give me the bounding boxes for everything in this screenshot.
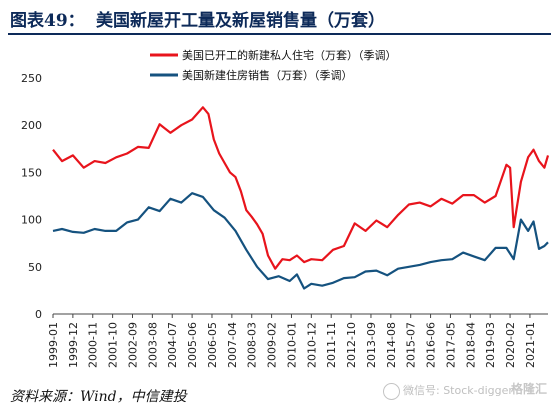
x-tick-label-3: 2001-10 xyxy=(107,322,120,368)
watermark-text: 微信号: Stock-digger xyxy=(403,384,513,397)
x-tick-label-12: 2010-01 xyxy=(285,322,298,368)
x-tick-label-5: 2003-08 xyxy=(146,322,159,368)
watermark: 微信号: Stock-digger xyxy=(383,382,513,400)
y-tick-label-3: 150 xyxy=(21,166,42,179)
x-tick-label-16: 2013-09 xyxy=(365,322,378,368)
legend-label-0: 美国已开工的新建私人住宅（万套）（季调） xyxy=(182,48,397,62)
x-tick-label-19: 2016-06 xyxy=(425,322,438,368)
y-tick-label-2: 100 xyxy=(21,214,42,227)
x-tick-label-14: 2011-11 xyxy=(325,322,338,368)
x-tick-label-2: 2000-11 xyxy=(87,322,100,368)
x-tick-label-24: 2021-01 xyxy=(524,322,537,368)
x-tick-label-4: 2002-09 xyxy=(126,322,139,368)
x-tick-label-1: 1999-12 xyxy=(67,322,80,368)
y-tick-label-5: 250 xyxy=(21,72,42,85)
x-tick-label-15: 2012-10 xyxy=(345,322,358,368)
series-line-1 xyxy=(52,192,549,290)
x-tick-label-0: 1999-01 xyxy=(47,322,60,368)
x-tick-label-8: 2006-05 xyxy=(206,322,219,368)
x-tick-label-13: 2010-12 xyxy=(305,322,318,368)
x-tick-label-20: 2017-05 xyxy=(444,322,457,368)
x-tick-label-11: 2009-02 xyxy=(266,322,279,368)
x-axis: 1999-01 1999-12 2000-11 2001-10 2002-09 2003-… xyxy=(47,313,548,368)
series-line-0 xyxy=(52,106,550,270)
x-tick-label-7: 2005-06 xyxy=(186,322,199,368)
legend-label-1: 美国新建住房销售（万套）（季调） xyxy=(182,68,353,82)
line-chart: 美国已开工的新建私人住宅（万套）（季调） 美国新建住房销售（万套）（季调） 0 50… xyxy=(21,48,550,368)
y-tick-label-1: 50 xyxy=(28,261,42,274)
watermark-badge: 格隆汇 xyxy=(511,382,548,396)
figure-header: 图表49： 美国新屋开工量及新屋销售量（万套） xyxy=(0,0,557,38)
series-layer xyxy=(52,106,550,290)
figure-title: 美国新屋开工量及新屋销售量（万套） xyxy=(96,11,385,31)
y-tick-label-4: 200 xyxy=(21,119,42,132)
header-rule xyxy=(8,33,551,35)
wechat-icon xyxy=(383,382,400,400)
x-tick-label-6: 2004-07 xyxy=(166,322,179,368)
source-note: 资料来源：Wind，中信建投 xyxy=(10,389,187,405)
x-tick-label-23: 2020-02 xyxy=(504,322,517,368)
x-tick-label-10: 2008-03 xyxy=(246,322,259,368)
y-axis: 0 50 100 150 200 250 xyxy=(21,72,42,321)
x-tick-label-9: 2007-04 xyxy=(226,322,239,368)
x-tick-label-22: 2019-03 xyxy=(484,322,497,368)
x-tick-label-18: 2015-07 xyxy=(405,322,418,368)
x-tick-label-17: 2014-08 xyxy=(385,322,398,368)
y-tick-label-0: 0 xyxy=(35,308,42,321)
chart-legend: 美国已开工的新建私人住宅（万套）（季调） 美国新建住房销售（万套）（季调） xyxy=(150,48,397,82)
figure-label: 图表49： xyxy=(10,11,85,31)
x-tick-label-21: 2018-04 xyxy=(464,322,477,368)
